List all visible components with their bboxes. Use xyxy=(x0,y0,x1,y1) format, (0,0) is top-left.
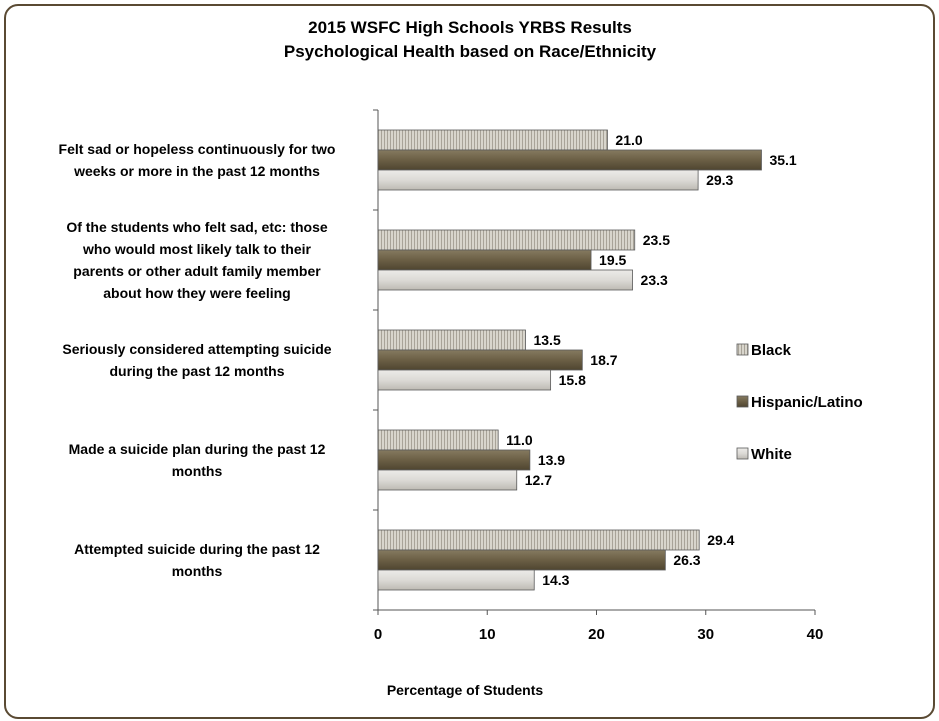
bar-hispanic-latino xyxy=(377,549,666,571)
category-label: weeks or more in the past 12 months xyxy=(73,163,320,179)
data-label: 14.3 xyxy=(542,572,569,588)
category-label: Felt sad or hopeless continuously for tw… xyxy=(59,141,336,157)
data-label: 19.5 xyxy=(599,252,626,268)
data-label: 12.7 xyxy=(525,472,552,488)
bar-hispanic-latino xyxy=(377,149,762,171)
data-label: 21.0 xyxy=(615,132,642,148)
category-label: parents or other adult family member xyxy=(73,263,321,279)
category-label: months xyxy=(172,463,223,479)
data-label: 23.3 xyxy=(641,272,668,288)
bar-white xyxy=(377,369,552,391)
category-label: Seriously considered attempting suicide xyxy=(62,341,331,357)
chart-title-line: 2015 WSFC High Schools YRBS Results xyxy=(308,18,632,37)
x-tick-label: 40 xyxy=(807,626,824,643)
data-label: 26.3 xyxy=(673,552,700,568)
x-tick-label: 10 xyxy=(479,626,496,643)
x-axis-label: Percentage of Students xyxy=(387,682,544,698)
category-label: who would most likely talk to their xyxy=(82,241,311,257)
legend-label: White xyxy=(751,446,792,463)
legend-label: Hispanic/Latino xyxy=(751,394,863,411)
data-label: 18.7 xyxy=(590,352,617,368)
bar-black xyxy=(377,329,526,351)
x-tick-label: 30 xyxy=(697,626,714,643)
chart-title-line: Psychological Health based on Race/Ethni… xyxy=(284,42,657,61)
category-label: during the past 12 months xyxy=(109,363,284,379)
bar-black xyxy=(377,429,499,451)
data-label: 29.4 xyxy=(707,532,734,548)
category-label: about how they were feeling xyxy=(103,285,290,301)
data-label: 23.5 xyxy=(643,232,670,248)
category-label: Made a suicide plan during the past 12 xyxy=(69,441,326,457)
x-tick-label: 20 xyxy=(588,626,605,643)
data-label: 15.8 xyxy=(559,372,586,388)
category-label: months xyxy=(172,563,223,579)
category-label: Attempted suicide during the past 12 xyxy=(74,541,320,557)
legend-swatch xyxy=(736,395,749,408)
bar-hispanic-latino xyxy=(377,449,531,471)
category-label: Of the students who felt sad, etc: those xyxy=(66,219,328,235)
bar-hispanic-latino xyxy=(377,349,583,371)
x-tick-label: 0 xyxy=(374,626,382,643)
bar-black xyxy=(377,229,636,251)
bar-black xyxy=(377,129,608,151)
data-label: 35.1 xyxy=(769,152,796,168)
bar-hispanic-latino xyxy=(377,249,592,271)
data-label: 13.9 xyxy=(538,452,565,468)
legend-swatch xyxy=(736,343,749,356)
bar-white xyxy=(377,169,699,191)
data-label: 11.0 xyxy=(506,432,533,448)
bar-black xyxy=(377,529,700,551)
bar-white xyxy=(377,469,518,491)
data-label: 13.5 xyxy=(533,332,560,348)
legend-label: Black xyxy=(751,342,792,359)
data-label: 29.3 xyxy=(706,172,733,188)
legend-swatch xyxy=(736,447,749,460)
bar-white xyxy=(377,269,633,291)
bar-white xyxy=(377,569,535,591)
